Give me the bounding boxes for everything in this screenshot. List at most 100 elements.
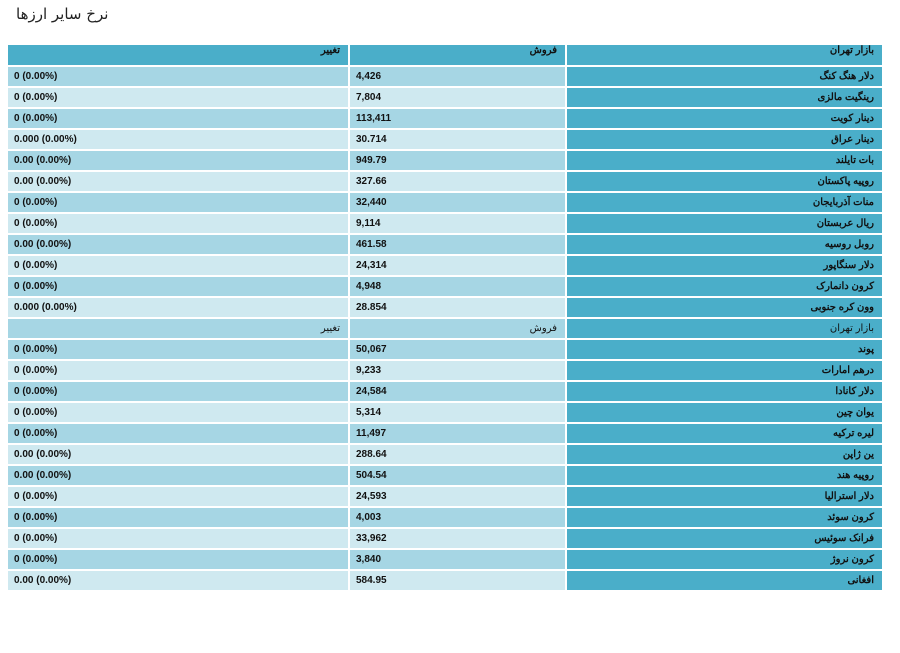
currency-name: دینار عراق <box>567 130 882 149</box>
sell-price: 584.95 <box>350 571 565 590</box>
currency-name: یوان چین <box>567 403 882 422</box>
sell-price: 24,584 <box>350 382 565 401</box>
currency-name: روپیه هند <box>567 466 882 485</box>
sell-price: 32,440 <box>350 193 565 212</box>
currency-name: درهم امارات <box>567 361 882 380</box>
price-change: 0.00 (0.00%) <box>8 445 348 464</box>
sell-price: 9,233 <box>350 361 565 380</box>
currency-name: کرون سوئد <box>567 508 882 527</box>
currency-name: بات تایلند <box>567 151 882 170</box>
sell-price: 5,314 <box>350 403 565 422</box>
currency-name: ین ژاپن <box>567 445 882 464</box>
price-change: 0 (0.00%) <box>8 487 348 506</box>
price-change: 0 (0.00%) <box>8 88 348 107</box>
price-change: 0 (0.00%) <box>8 361 348 380</box>
header-change: تغییر <box>8 45 348 65</box>
sell-price: 327.66 <box>350 172 565 191</box>
currency-name: کرون نروژ <box>567 550 882 569</box>
table-row: دلار هنگ کنگ 4,426 0 (0.00%) <box>8 67 882 86</box>
currency-name: روبل روسیه <box>567 235 882 254</box>
currency-name: دلار هنگ کنگ <box>567 67 882 86</box>
price-change: 0.00 (0.00%) <box>8 466 348 485</box>
price-change: 0 (0.00%) <box>8 277 348 296</box>
table-row: دلار کانادا 24,584 0 (0.00%) <box>8 382 882 401</box>
table-row: افغانی 584.95 0.00 (0.00%) <box>8 571 882 590</box>
sell-price: 9,114 <box>350 214 565 233</box>
sell-price: 11,497 <box>350 424 565 443</box>
table-row: لیره ترکیه 11,497 0 (0.00%) <box>8 424 882 443</box>
table-row: دلار استرالیا 24,593 0 (0.00%) <box>8 487 882 506</box>
price-change: 0.000 (0.00%) <box>8 130 348 149</box>
table-row: ین ژاپن 288.64 0.00 (0.00%) <box>8 445 882 464</box>
table-row: فرانک سوئیس 33,962 0 (0.00%) <box>8 529 882 548</box>
table-row: دینار عراق 30.714 0.000 (0.00%) <box>8 130 882 149</box>
price-change: 0 (0.00%) <box>8 256 348 275</box>
table-row: درهم امارات 9,233 0 (0.00%) <box>8 361 882 380</box>
subheader-sell: فروش <box>350 319 565 338</box>
page-title: نرخ سایر ارزها <box>16 5 109 23</box>
price-change: 0 (0.00%) <box>8 193 348 212</box>
price-change: 0.00 (0.00%) <box>8 235 348 254</box>
currency-name: ریال عربستان <box>567 214 882 233</box>
price-change: 0 (0.00%) <box>8 508 348 527</box>
sell-price: 4,003 <box>350 508 565 527</box>
subheader-change: تغییر <box>8 319 348 338</box>
price-change: 0 (0.00%) <box>8 403 348 422</box>
subheader-market: بازار تهران <box>567 319 882 338</box>
sell-price: 24,593 <box>350 487 565 506</box>
price-change: 0 (0.00%) <box>8 424 348 443</box>
table-row: بات تایلند 949.79 0.00 (0.00%) <box>8 151 882 170</box>
table-row: دلار سنگاپور 24,314 0 (0.00%) <box>8 256 882 275</box>
table-row: روپیه هند 504.54 0.00 (0.00%) <box>8 466 882 485</box>
sell-price: 461.58 <box>350 235 565 254</box>
sell-price: 28.854 <box>350 298 565 317</box>
sell-price: 7,804 <box>350 88 565 107</box>
sell-price: 949.79 <box>350 151 565 170</box>
table-header-row: بازار تهران فروش تغییر <box>8 45 882 65</box>
rates-table-body: بازار تهران فروش تغییر دلار هنگ کنگ 4,426… <box>8 45 882 590</box>
currency-name: دلار کانادا <box>567 382 882 401</box>
table-row: روبل روسیه 461.58 0.00 (0.00%) <box>8 235 882 254</box>
price-change: 0 (0.00%) <box>8 529 348 548</box>
header-market: بازار تهران <box>567 45 882 65</box>
price-change: 0 (0.00%) <box>8 67 348 86</box>
rates-table: بازار تهران فروش تغییر دلار هنگ کنگ 4,426… <box>6 43 884 592</box>
sell-price: 50,067 <box>350 340 565 359</box>
sell-price: 30.714 <box>350 130 565 149</box>
table-row: رینگیت مالزی 7,804 0 (0.00%) <box>8 88 882 107</box>
currency-name: منات آذربایجان <box>567 193 882 212</box>
table-row: وون کره جنوبی 28.854 0.000 (0.00%) <box>8 298 882 317</box>
sell-price: 113,411 <box>350 109 565 128</box>
table-subheader-row: بازار تهران فروش تغییر <box>8 319 882 338</box>
price-change: 0 (0.00%) <box>8 340 348 359</box>
table-row: دینار کویت 113,411 0 (0.00%) <box>8 109 882 128</box>
header-sell: فروش <box>350 45 565 65</box>
price-change: 0 (0.00%) <box>8 550 348 569</box>
currency-name: دلار سنگاپور <box>567 256 882 275</box>
table-row: روپیه پاکستان 327.66 0.00 (0.00%) <box>8 172 882 191</box>
sell-price: 4,948 <box>350 277 565 296</box>
price-change: 0 (0.00%) <box>8 214 348 233</box>
currency-name: دلار استرالیا <box>567 487 882 506</box>
sell-price: 24,314 <box>350 256 565 275</box>
currency-name: وون کره جنوبی <box>567 298 882 317</box>
table-row: پوند 50,067 0 (0.00%) <box>8 340 882 359</box>
sell-price: 288.64 <box>350 445 565 464</box>
currency-name: دینار کویت <box>567 109 882 128</box>
table-row: منات آذربایجان 32,440 0 (0.00%) <box>8 193 882 212</box>
table-row: یوان چین 5,314 0 (0.00%) <box>8 403 882 422</box>
currency-name: کرون دانمارک <box>567 277 882 296</box>
table-row: کرون نروژ 3,840 0 (0.00%) <box>8 550 882 569</box>
sell-price: 3,840 <box>350 550 565 569</box>
price-change: 0 (0.00%) <box>8 109 348 128</box>
price-change: 0 (0.00%) <box>8 382 348 401</box>
price-change: 0.00 (0.00%) <box>8 172 348 191</box>
sell-price: 33,962 <box>350 529 565 548</box>
table-row: کرون سوئد 4,003 0 (0.00%) <box>8 508 882 527</box>
price-change: 0.00 (0.00%) <box>8 571 348 590</box>
currency-name: فرانک سوئیس <box>567 529 882 548</box>
sell-price: 4,426 <box>350 67 565 86</box>
table-row: کرون دانمارک 4,948 0 (0.00%) <box>8 277 882 296</box>
currency-name: پوند <box>567 340 882 359</box>
table-row: ریال عربستان 9,114 0 (0.00%) <box>8 214 882 233</box>
